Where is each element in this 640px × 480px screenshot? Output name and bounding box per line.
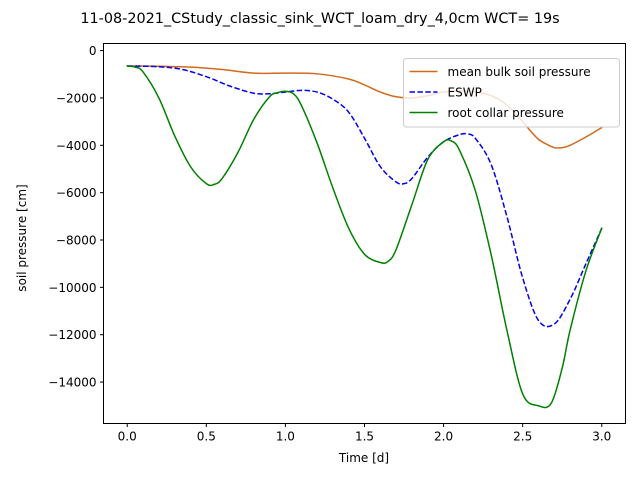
x-tick-label: 2.0 — [434, 430, 453, 444]
legend-box — [403, 58, 620, 128]
x-tick-label: 2.5 — [513, 430, 532, 444]
y-tick-label: 0 — [89, 44, 97, 58]
series-line-eswp — [127, 65, 603, 328]
y-axis: 0 −2000 −4000 −6000 −8000 −10000 −12000 −14000 — [48, 44, 104, 390]
y-tick-label: −6000 — [56, 186, 97, 200]
x-tick-label: 1.0 — [276, 430, 295, 444]
x-axis: 0.0 0.5 1.0 1.5 2.0 2.5 3.0 — [118, 423, 611, 444]
x-tick-label: 3.0 — [592, 430, 611, 444]
legend-label: root collar pressure — [448, 106, 564, 120]
y-tick-label: −14000 — [48, 376, 96, 390]
y-tick-label: −12000 — [48, 328, 96, 342]
y-axis-title: soil pressure [cm] — [15, 184, 29, 291]
x-tick-label: 1.5 — [355, 430, 374, 444]
y-tick-label: −2000 — [56, 91, 97, 105]
chart-title: 11-08-2021_CStudy_classic_sink_WCT_loam_… — [80, 11, 559, 27]
legend-label: ESWP — [448, 86, 482, 100]
legend: mean bulk soil pressure ESWP root collar p… — [403, 58, 620, 128]
x-tick-label: 0.5 — [197, 430, 216, 444]
y-tick-label: −10000 — [48, 281, 96, 295]
x-tick-label: 0.0 — [118, 430, 137, 444]
series-line-root-collar-pressure — [126, 65, 603, 409]
y-tick-label: −4000 — [56, 139, 97, 153]
legend-label: mean bulk soil pressure — [448, 65, 591, 79]
y-tick-label: −8000 — [56, 234, 97, 248]
x-axis-title: Time [d] — [338, 451, 389, 465]
